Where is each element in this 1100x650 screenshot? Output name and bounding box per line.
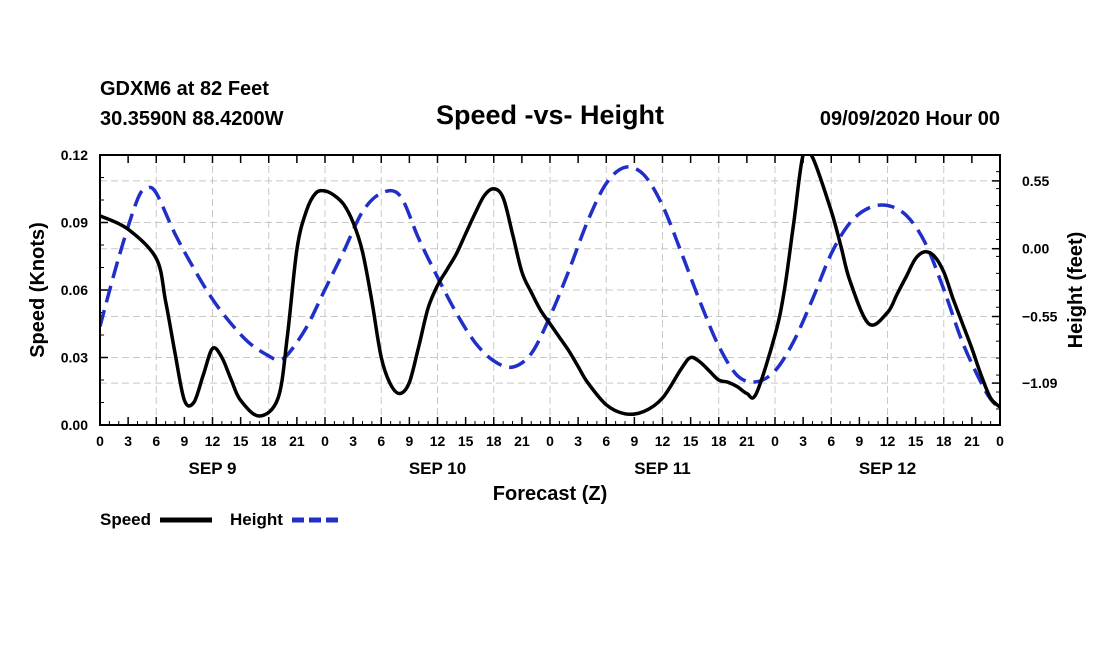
x-tick-label: 0 <box>96 433 104 449</box>
y-left-axis-title: Speed (Knots) <box>27 222 49 358</box>
y-left-tick-label: 0.00 <box>61 417 88 433</box>
x-tick-label: 0 <box>996 433 1004 449</box>
x-tick-label: 12 <box>655 433 671 449</box>
legend-speed-label: Speed <box>100 510 151 529</box>
x-tick-label: 18 <box>936 433 952 449</box>
station-title: GDXM6 at 82 Feet <box>100 78 269 100</box>
x-tick-label: 21 <box>289 433 305 449</box>
x-tick-label: 0 <box>546 433 554 449</box>
forecast-datetime: 09/09/2020 Hour 00 <box>820 108 1000 130</box>
series-line-speed <box>100 155 1000 418</box>
x-tick-label: 3 <box>799 433 807 449</box>
y-left-tick-label: 0.09 <box>61 215 88 231</box>
x-tick-label: 15 <box>458 433 474 449</box>
x-tick-label: 18 <box>711 433 727 449</box>
x-tick-label: 12 <box>205 433 221 449</box>
x-tick-label: 6 <box>602 433 610 449</box>
x-tick-label: 18 <box>261 433 277 449</box>
day-label: SEP 10 <box>409 459 466 478</box>
x-tick-label: 9 <box>180 433 188 449</box>
y-right-axis-title: Height (feet) <box>1065 232 1087 349</box>
y-left-tick-label: 0.03 <box>61 350 88 366</box>
x-tick-label: 18 <box>486 433 502 449</box>
y-left-tick-label: 0.12 <box>61 147 88 163</box>
y-right-tick-label: −0.55 <box>1022 309 1058 325</box>
x-tick-label: 9 <box>405 433 413 449</box>
grid-lines <box>100 155 1000 425</box>
y-right-tick-label: 0.55 <box>1022 173 1049 189</box>
x-tick-label: 6 <box>827 433 835 449</box>
x-tick-label: 21 <box>739 433 755 449</box>
series-lines <box>100 155 1000 418</box>
x-tick-label: 21 <box>514 433 530 449</box>
x-tick-label: 9 <box>855 433 863 449</box>
x-tick-label: 21 <box>964 433 980 449</box>
x-tick-label: 15 <box>908 433 924 449</box>
day-label: SEP 11 <box>634 459 690 478</box>
chart-title: Speed -vs- Height <box>436 100 664 130</box>
x-tick-label: 6 <box>377 433 385 449</box>
y-right-tick-label: 0.00 <box>1022 241 1049 257</box>
y-left-tick-label: 0.06 <box>61 282 88 298</box>
series-line-height <box>100 165 1000 411</box>
x-tick-label: 6 <box>152 433 160 449</box>
x-tick-label: 0 <box>321 433 329 449</box>
day-label: SEP 9 <box>189 459 237 478</box>
x-tick-label: 15 <box>233 433 249 449</box>
y-right-tick-label: −1.09 <box>1022 375 1058 391</box>
plot-frame <box>99 154 1001 426</box>
day-label: SEP 12 <box>859 459 916 478</box>
x-tick-label: 0 <box>771 433 779 449</box>
tick-labels: 0.00 0.03 0.06 0.09 0.12 0.55 0.00 −0.55 −1.09 0 3… <box>61 147 1058 478</box>
x-tick-label: 3 <box>574 433 582 449</box>
x-tick-label: 9 <box>630 433 638 449</box>
x-tick-label: 12 <box>430 433 446 449</box>
x-tick-label: 12 <box>880 433 896 449</box>
x-tick-label: 15 <box>683 433 699 449</box>
station-coords: 30.3590N 88.4200W <box>100 108 284 130</box>
x-axis-title: Forecast (Z) <box>493 483 607 505</box>
x-tick-label: 3 <box>349 433 357 449</box>
x-tick-label: 3 <box>124 433 132 449</box>
legend-height-label: Height <box>230 510 283 529</box>
